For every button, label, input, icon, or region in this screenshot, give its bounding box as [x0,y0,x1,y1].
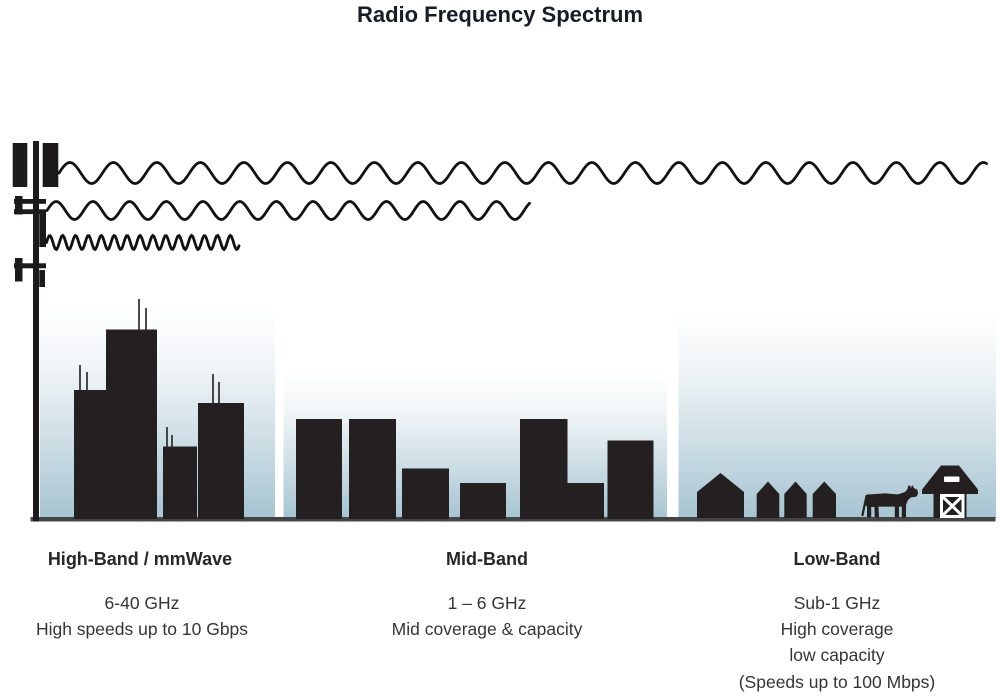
band-frequency: 6-40 GHz [104,593,180,613]
tower-crossbar [14,263,46,269]
tower-side-antenna [39,270,45,287]
band-label-low-band: Low-Band [793,549,881,569]
skyscraper-silhouette [106,329,157,519]
tower-crossbar [14,209,46,215]
house-icon [784,481,807,518]
tower-antenna-panel-left [12,143,28,187]
band-frequency: 1 – 6 GHz [447,593,527,613]
cow-body [865,485,919,518]
house-icon [812,481,836,518]
house-icon [697,473,744,518]
high-band-skyline [74,299,244,519]
skyscraper-silhouette [198,403,244,519]
cow-icon [861,485,919,518]
barn-icon [922,465,978,518]
barn-crossbuck-door [940,494,965,518]
rooftop-antennas [79,299,220,448]
midrise-building-silhouette [520,419,568,519]
tower-antenna-panel-right [42,143,59,187]
low-band-wave-icon [57,161,988,185]
high-band-wave-icon [45,233,241,252]
mid-band-skyline [296,419,654,519]
cell-tower-icon [12,141,59,522]
skyscraper-silhouette [74,390,106,519]
skyscraper-silhouette [163,446,197,519]
band-detail: High speeds up to 10 Gbps [35,619,249,640]
midrise-building-silhouette [296,419,342,519]
tower-crossbar [14,199,46,204]
midrise-building-silhouette [349,419,396,519]
mid-band-wave-icon [45,200,531,221]
band-detail: (Speeds up to 100 Mbps) [738,671,936,692]
house-icon [756,481,780,518]
tower-pole [33,141,39,522]
band-frequency: Sub-1 GHz [793,593,881,613]
band-desc-high-band: 6-40 GHz High speeds up to 10 Gbps [0,590,292,642]
midrise-building-silhouette [607,440,654,519]
band-detail: High coverage [780,619,894,640]
barn-loft-vent [944,476,960,482]
midrise-building-silhouette [567,483,604,519]
tower-side-antenna [39,214,46,247]
band-detail: low capacity [789,645,885,666]
band-label-mid-band: Mid-Band [446,549,528,569]
band-label-high-band: High-Band / mmWave [47,549,233,569]
band-detail: Mid coverage & capacity [391,619,583,640]
midrise-building-silhouette [460,483,506,519]
band-desc-mid-band: 1 – 6 GHz Mid coverage & capacity [337,590,637,642]
tower-side-antenna [15,258,23,282]
band-desc-low-band: Sub-1 GHz High coverage low capacity (Sp… [687,590,987,695]
midrise-building-silhouette [402,468,449,519]
tower-side-antenna [15,196,23,215]
ground-line [30,517,996,522]
diagram-title: Radio Frequency Spectrum [356,2,644,27]
radio-waves [45,161,988,252]
low-band-rural-scene [697,465,978,518]
